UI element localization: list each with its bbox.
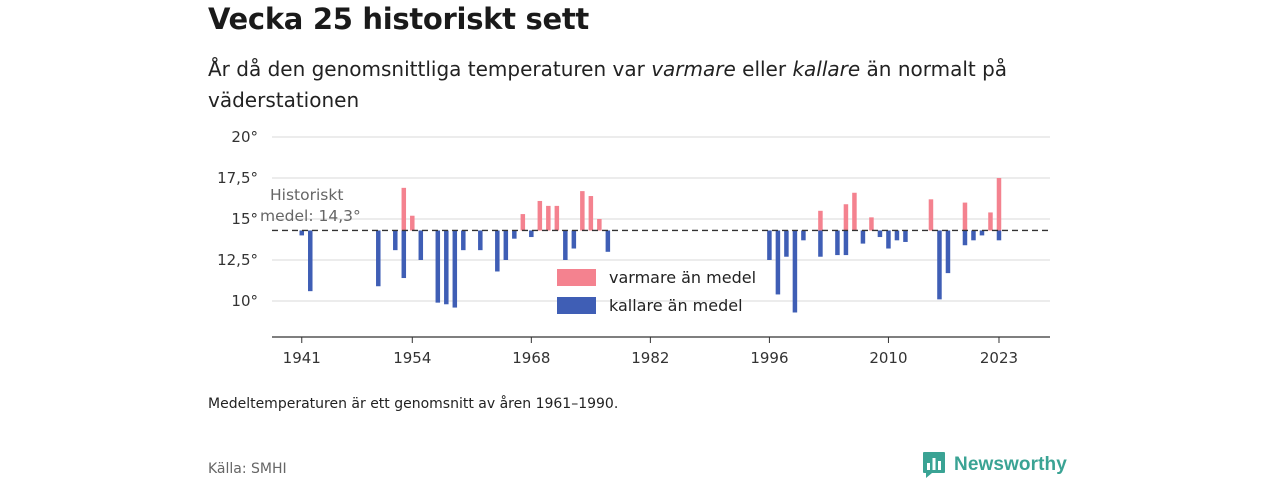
chart-subtitle: År då den genomsnittliga temperaturen va…	[208, 54, 1048, 116]
x-tick-label: 2023	[980, 349, 1018, 367]
bar-colder	[894, 230, 900, 241]
bar-colder	[495, 230, 500, 272]
bar-colder	[308, 230, 313, 292]
y-tick-label: 20°	[231, 128, 258, 146]
subtitle-emphasis-colder: kallare	[792, 57, 861, 81]
legend-label: varmare än medel	[609, 268, 756, 287]
bar-colder	[775, 230, 781, 295]
bar-colder	[971, 230, 976, 241]
mean-annotation-line2: medel: 14,3°	[260, 207, 361, 225]
y-tick-label: 12,5°	[217, 251, 258, 269]
bar-colder	[784, 230, 789, 257]
bar-colder	[605, 230, 611, 252]
bar-colder	[792, 230, 798, 313]
x-tick-label: 1996	[750, 349, 788, 367]
legend-label: kallare än medel	[609, 296, 743, 315]
bar-warmer	[401, 187, 407, 231]
bar-warmer	[597, 219, 602, 231]
axis-layer: 10° 12,5° 15° 17,5° 20° 1941 1954 1968 1982 1996 2…	[217, 128, 1050, 367]
bar-warmer	[537, 200, 543, 231]
bar-warmer	[410, 215, 415, 231]
bar-colder	[418, 230, 424, 260]
bar-colder	[529, 230, 534, 238]
bar-colder	[843, 230, 849, 256]
bar-colder	[835, 230, 840, 256]
footnote: Medeltemperaturen är ett genomsnitt av å…	[208, 396, 619, 412]
bar-warmer	[869, 217, 874, 231]
bar-colder	[818, 230, 823, 257]
bar-warmer	[588, 196, 594, 231]
bar-colder	[452, 230, 458, 308]
bar-colder	[512, 230, 517, 239]
bar-colder	[801, 230, 806, 241]
bar-warmer	[988, 212, 993, 231]
legend-swatch	[557, 297, 596, 314]
bar-colder	[435, 230, 441, 303]
bar-colder	[886, 230, 891, 249]
bar-colder	[478, 230, 483, 251]
bar-colder	[503, 230, 509, 260]
x-tick-label: 1968	[512, 349, 550, 367]
bar-colder	[563, 230, 568, 260]
y-tick-label: 10°	[231, 292, 258, 310]
bar-colder	[996, 230, 1002, 241]
subtitle-part: eller	[735, 57, 793, 81]
bar-warmer	[580, 191, 585, 231]
bar-warmer	[843, 204, 849, 231]
chart-title: Vecka 25 historiskt sett	[208, 2, 589, 36]
bar-colder	[376, 230, 381, 287]
bar-colder	[393, 230, 398, 251]
bar-warmer	[996, 178, 1002, 231]
subtitle-part: än normalt på väderstationen	[208, 57, 1008, 112]
bar-warmer	[928, 199, 934, 231]
x-tick-label: 1954	[393, 349, 431, 367]
bar-warmer	[546, 205, 551, 231]
mean-annotation-line1: Historiskt	[270, 186, 343, 204]
bar-colder	[937, 230, 942, 300]
legend-swatch	[557, 269, 596, 286]
y-tick-label: 15°	[231, 210, 258, 228]
bar-warmer	[520, 214, 526, 231]
bar-colder	[571, 230, 577, 249]
brand-logo[interactable]: Newsworthy	[922, 451, 1067, 479]
bar-warmer	[962, 202, 968, 231]
x-tick-label: 1982	[631, 349, 669, 367]
x-tick-label: 1941	[283, 349, 321, 367]
brand-name: Newsworthy	[954, 454, 1067, 475]
bar-colder	[962, 230, 968, 246]
bar-warmer	[554, 205, 560, 231]
bar-colder	[401, 230, 407, 279]
bar-colder	[461, 230, 466, 251]
bar-colder	[903, 230, 908, 242]
bar-colder	[979, 230, 985, 236]
bar-colder	[860, 230, 866, 244]
temperature-bar-chart: Historiskt medel: 14,3° 10° 12,5° 15° 17,5° 2…	[217, 128, 1050, 367]
bar-colder	[299, 230, 305, 236]
bar-colder	[877, 230, 883, 238]
x-tick-label: 2010	[869, 349, 907, 367]
subtitle-emphasis-warmer: varmare	[651, 57, 736, 81]
bar-colder	[444, 230, 449, 305]
bar-warmer	[852, 192, 857, 231]
bar-layer: Historiskt medel: 14,3°	[260, 178, 1050, 313]
subtitle-part: År då den genomsnittliga temperaturen va…	[208, 57, 652, 81]
bar-warmer	[818, 210, 823, 231]
legend: varmare än medel kallare än medel	[557, 268, 756, 315]
y-tick-label: 17,5°	[217, 169, 258, 187]
bar-colder	[767, 230, 772, 260]
newsworthy-logo-icon	[923, 452, 945, 478]
source-note: Källa: SMHI	[208, 461, 287, 477]
bar-colder	[945, 230, 951, 274]
